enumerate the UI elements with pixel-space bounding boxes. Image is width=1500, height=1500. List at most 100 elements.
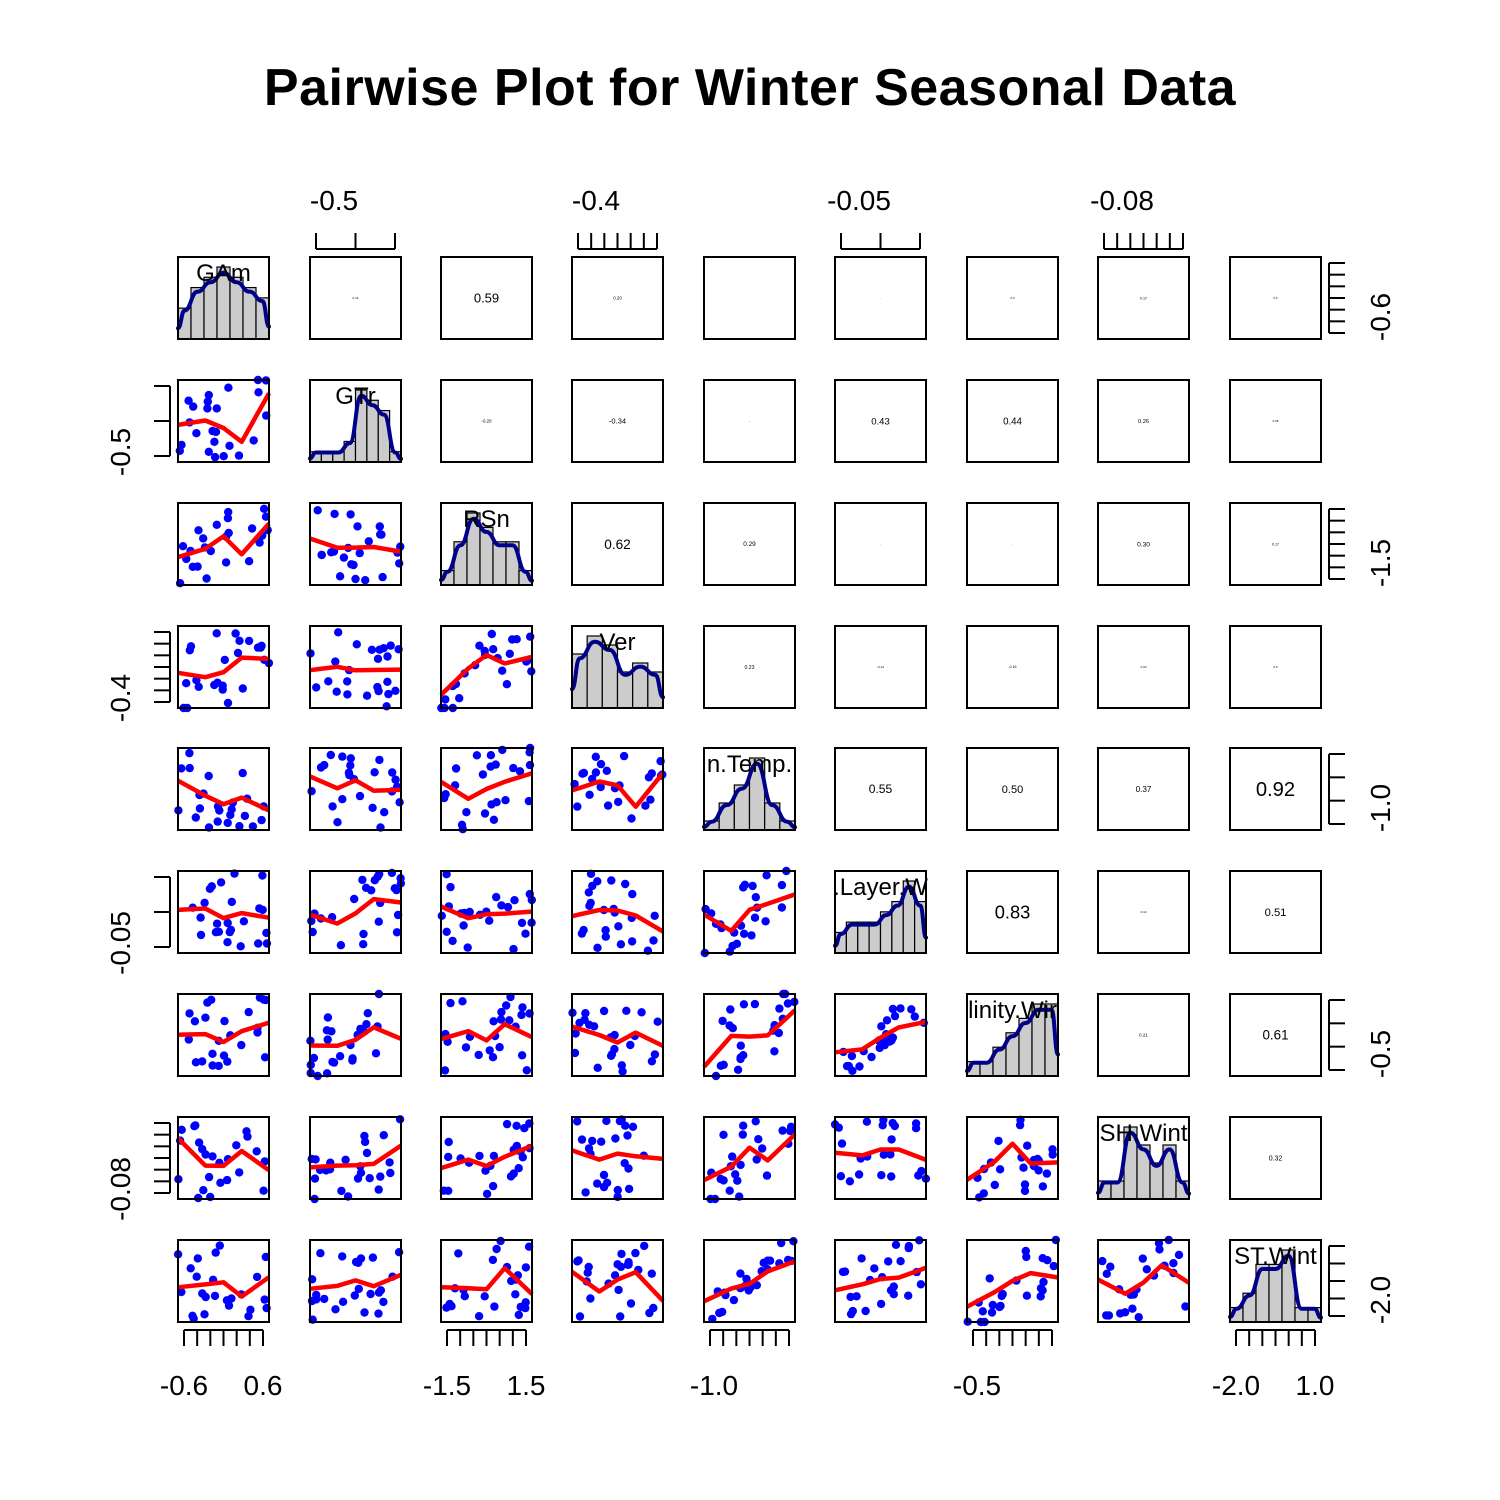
panel-frame — [1229, 1239, 1322, 1323]
variable-label: Ver — [599, 629, 635, 656]
scatter-point — [378, 572, 387, 582]
corr-panel-r3-c8: 0.30 — [1097, 502, 1190, 586]
scatter-point — [214, 1061, 223, 1071]
scatter-point — [876, 1299, 886, 1309]
scatter-panel-r6-c3 — [437, 870, 536, 954]
scatter-point — [316, 1249, 325, 1258]
scatter-point — [748, 881, 757, 891]
scatter-point — [335, 1052, 345, 1061]
scatter-point — [211, 1248, 220, 1257]
scatter-point — [978, 1307, 987, 1316]
scatter-point — [599, 1006, 609, 1016]
scatter-point — [593, 1179, 602, 1188]
scatter-point — [320, 1294, 329, 1304]
scatter-point — [346, 510, 355, 519]
smooth-line — [309, 1025, 402, 1049]
scatter-point — [862, 1117, 872, 1126]
smooth-line — [176, 778, 270, 813]
scatter-point — [602, 766, 611, 775]
bottom-axis-tick-label: -2.0 — [1212, 1370, 1260, 1401]
scatter-point — [210, 452, 220, 462]
scatter-point — [729, 1295, 739, 1305]
scatter-panel-r9-c3 — [440, 1236, 534, 1323]
corr-panel-r2-c3: -0.20 — [440, 379, 533, 463]
bottom-axis-tick-label: 0.6 — [244, 1370, 283, 1401]
scatter-point — [257, 815, 266, 825]
scatter-point — [238, 768, 247, 778]
correlation-value: 0.20 — [613, 296, 622, 301]
scatter-point — [212, 629, 221, 638]
scatter-point — [455, 694, 464, 703]
scatter-point — [489, 645, 498, 654]
left-axis-tick-label: -0.5 — [105, 428, 136, 476]
scatter-panel-r2-c1 — [175, 375, 271, 463]
scatter-point — [352, 640, 361, 649]
correlation-value: 0.03 — [1141, 665, 1147, 669]
panel-frame — [309, 502, 402, 586]
scatter-point — [212, 520, 221, 529]
scatter-point — [202, 574, 211, 583]
scatter-point — [854, 1170, 864, 1179]
scatter-point — [1022, 1141, 1032, 1150]
panel-frame — [177, 993, 270, 1077]
variable-label: linity.Wir — [968, 997, 1057, 1024]
scatter-point — [614, 797, 623, 807]
scatter-point — [602, 1116, 611, 1126]
scatter-point — [778, 1126, 787, 1135]
scatter-point — [845, 1177, 855, 1186]
scatter-point — [191, 813, 200, 822]
scatter-point — [374, 917, 383, 926]
scatter-point — [370, 768, 379, 777]
variable-label: ST.Wint — [1234, 1243, 1317, 1270]
scatter-point — [624, 1184, 634, 1194]
corr-panel-r1-c3: 0.59 — [440, 256, 533, 340]
scatter-point — [442, 927, 451, 936]
scatter-point — [716, 1174, 725, 1184]
diag-panel-6: .Layer.W — [833, 870, 928, 954]
scatter-point — [224, 528, 233, 538]
scatter-point — [586, 1294, 595, 1303]
scatter-point — [975, 1193, 984, 1202]
scatter-point — [309, 1053, 319, 1063]
scatter-point — [593, 943, 602, 952]
scatter-panel-r7-c1 — [177, 993, 270, 1077]
scatter-point — [185, 763, 194, 773]
correlation-value: - — [880, 544, 881, 546]
scatter-point — [392, 885, 401, 895]
scatter-point — [603, 801, 613, 810]
scatter-point — [621, 879, 630, 889]
scatter-point — [208, 1049, 217, 1059]
correlation-value: 0.08 — [1273, 419, 1279, 423]
scatter-point — [338, 1252, 347, 1261]
scatter-point — [326, 750, 335, 760]
scatter-point — [200, 1310, 209, 1319]
scatter-point — [185, 1009, 194, 1018]
scatter-point — [775, 1004, 784, 1013]
smooth-line — [965, 1270, 1059, 1309]
scatter-point — [599, 1170, 609, 1180]
scatter-point — [837, 1139, 847, 1148]
scatter-point — [719, 1130, 728, 1140]
bottom-axis-tick-label: 1.0 — [1296, 1370, 1335, 1401]
scatter-point — [631, 1248, 640, 1258]
diag-panel-7: linity.Wir — [965, 993, 1060, 1077]
corr-panel-r1-c9: 0.0 — [1229, 256, 1322, 340]
scatter-point — [997, 1291, 1006, 1301]
panel-frame — [703, 502, 796, 586]
correlation-value: 0.61 — [1262, 1028, 1288, 1043]
panel-frame — [1097, 1116, 1190, 1200]
scatter-point — [646, 795, 655, 804]
scatter-point — [215, 1241, 224, 1250]
scatter-point — [329, 1058, 339, 1067]
scatter-point — [361, 883, 371, 892]
scatter-point — [777, 903, 787, 912]
scatter-panel-r6-c2 — [307, 868, 406, 954]
scatter-point — [1043, 1256, 1052, 1265]
scatter-panel-r8-c1 — [174, 1116, 271, 1203]
scatter-point — [488, 1053, 498, 1062]
scatter-point — [503, 902, 513, 912]
scatter-point — [518, 1003, 527, 1012]
scatter-point — [1138, 1254, 1148, 1263]
scatter-point — [355, 548, 364, 558]
scatter-point — [395, 798, 404, 807]
